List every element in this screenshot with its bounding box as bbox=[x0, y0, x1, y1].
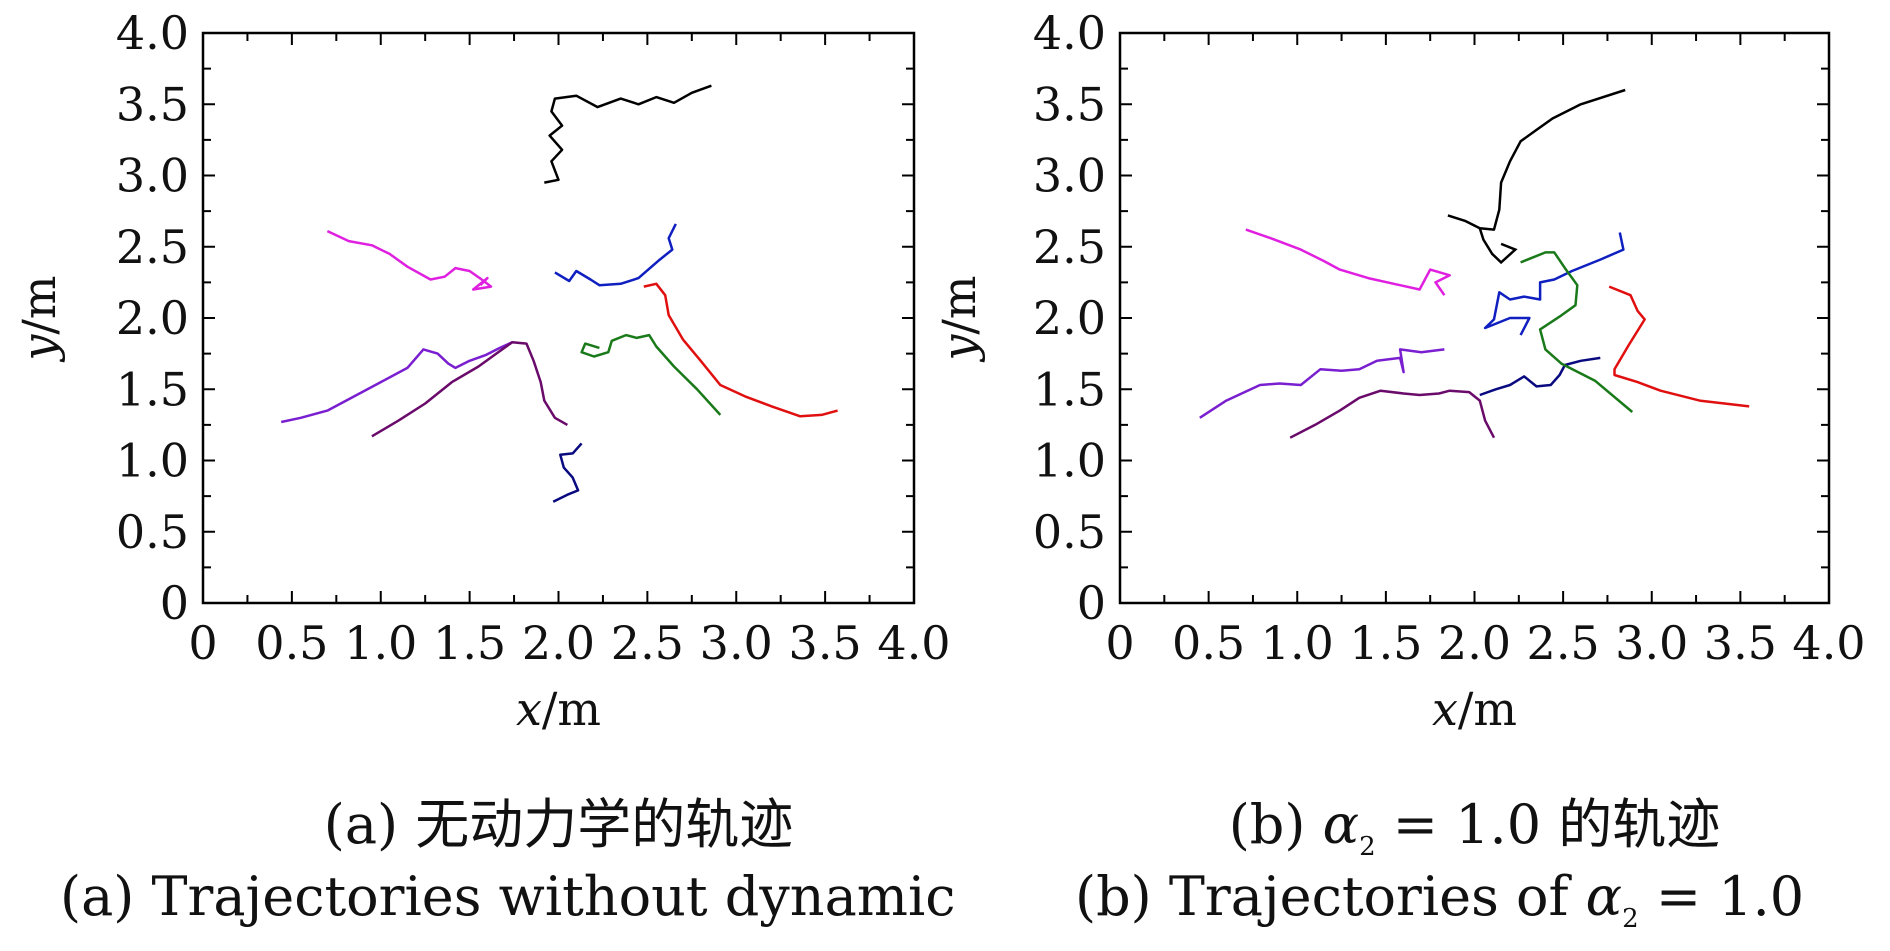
trajectory-magenta bbox=[326, 229, 493, 291]
alpha-symbol: α bbox=[1585, 865, 1623, 928]
x-tick-label: 2.0 bbox=[1438, 616, 1511, 670]
x-tick-label: 1.0 bbox=[1261, 616, 1334, 670]
trajectory-violet bbox=[1199, 348, 1445, 419]
trajectory-red bbox=[1608, 285, 1750, 408]
x-tick-label: 4.0 bbox=[1792, 616, 1865, 670]
trajectory-black-loop bbox=[1478, 227, 1518, 265]
caption-b-en-prefix: (b) Trajectories of bbox=[1075, 865, 1586, 928]
trajectory-navy bbox=[1479, 356, 1601, 397]
y-tick-label: 3.0 bbox=[1033, 149, 1106, 203]
y-tick-label: 4.0 bbox=[1033, 6, 1106, 60]
x-tick-label: 2.5 bbox=[1527, 616, 1600, 670]
caption-b-cn-suffix: = 1.0 的轨迹 bbox=[1375, 793, 1721, 856]
x-tick-label: 0.5 bbox=[255, 616, 328, 670]
y-tick-label: 2.5 bbox=[1033, 220, 1106, 274]
y-tick-label: 0.5 bbox=[1033, 505, 1106, 559]
x-axis-label: x/m bbox=[1432, 682, 1517, 736]
y-tick-label: 1.5 bbox=[1033, 362, 1106, 416]
x-tick-label: 0 bbox=[1105, 616, 1134, 670]
x-tick-label: 3.0 bbox=[1615, 616, 1688, 670]
y-tick-label: 0.5 bbox=[116, 505, 189, 559]
trajectory-navy bbox=[552, 442, 583, 503]
trajectory-violet bbox=[280, 341, 513, 424]
caption-b-cn-prefix: (b) bbox=[1228, 793, 1323, 856]
y-tick-label: 4.0 bbox=[116, 6, 189, 60]
x-tick-label: 2.5 bbox=[611, 616, 684, 670]
trajectory-blue bbox=[1483, 232, 1625, 336]
x-tick-label: 4.0 bbox=[877, 616, 950, 670]
trajectory-green bbox=[1520, 251, 1634, 413]
caption-a-chinese: (a) 无动力学的轨迹 bbox=[323, 793, 794, 856]
y-tick-label: 2.0 bbox=[116, 291, 189, 345]
x-tick-label: 2.0 bbox=[522, 616, 595, 670]
alpha-subscript: 2 bbox=[1359, 831, 1376, 862]
y-tick-label: 3.5 bbox=[116, 77, 189, 131]
y-tick-label: 0 bbox=[160, 576, 189, 630]
x-tick-label: 3.5 bbox=[789, 616, 862, 670]
plot-frame bbox=[201, 31, 916, 605]
trajectory-red bbox=[643, 282, 838, 418]
x-tick-label: 3.0 bbox=[700, 616, 773, 670]
y-tick-label: 1.5 bbox=[116, 362, 189, 416]
y-tick-label: 0 bbox=[1077, 576, 1106, 630]
trajectory-black bbox=[544, 84, 712, 184]
y-tick-label: 1.0 bbox=[116, 434, 189, 488]
plot-frame bbox=[1118, 31, 1831, 605]
caption-b-english: (b) Trajectories of α2 = 1.0 bbox=[1075, 865, 1885, 934]
alpha-subscript: 2 bbox=[1622, 903, 1639, 934]
trajectory-black bbox=[1447, 88, 1626, 231]
x-tick-label: 0.5 bbox=[1172, 616, 1245, 670]
y-tick-label: 1.0 bbox=[1033, 434, 1106, 488]
x-tick-label: 0 bbox=[188, 616, 217, 670]
trajectory-dark-purple bbox=[1289, 389, 1496, 439]
caption-b-chinese: (b) α2 = 1.0 的轨迹 bbox=[1120, 780, 1829, 862]
x-tick-label: 1.5 bbox=[1349, 616, 1422, 670]
trajectory-blue bbox=[554, 223, 677, 287]
panel-a: 0 0.5 1.0 1.5 2.0 2.5 3.0 3.5 4.0 0 0.5 1.0 1.5 2.0 2.… bbox=[12, 6, 951, 736]
caption-a-english: (a) Trajectories without dynamic bbox=[60, 865, 956, 928]
y-tick-label: 2.0 bbox=[1033, 291, 1106, 345]
y-axis-label: y/m bbox=[12, 275, 66, 362]
trajectory-magenta bbox=[1245, 228, 1451, 296]
panel-b: 0 0.5 1.0 1.5 2.0 2.5 3.0 3.5 4.0 0 0.5 1.0 1.5 2.0 2.… bbox=[932, 6, 1866, 736]
trajectory-green bbox=[580, 333, 722, 416]
caption-b-en-suffix: = 1.0 bbox=[1638, 865, 1805, 928]
x-axis-label: x/m bbox=[516, 682, 601, 736]
y-axis-label: y/m bbox=[932, 275, 986, 362]
x-tick-label: 1.5 bbox=[433, 616, 506, 670]
y-tick-label: 3.0 bbox=[116, 149, 189, 203]
alpha-symbol: α bbox=[1322, 793, 1360, 856]
x-tick-label: 1.0 bbox=[344, 616, 417, 670]
y-tick-label: 2.5 bbox=[116, 220, 189, 274]
trajectory-dark-purple bbox=[371, 340, 569, 438]
y-tick-label: 3.5 bbox=[1033, 77, 1106, 131]
x-tick-label: 3.5 bbox=[1704, 616, 1777, 670]
